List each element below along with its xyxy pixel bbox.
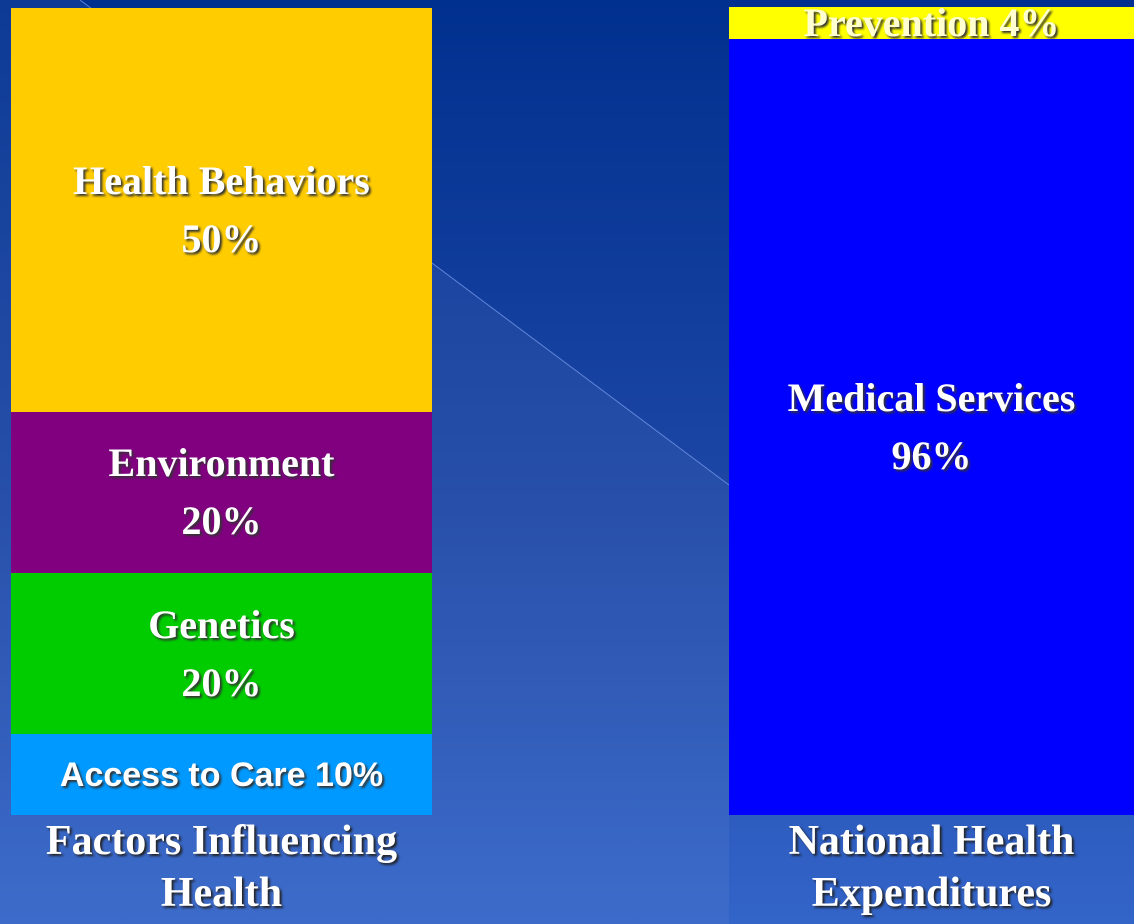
segment-label: Access to Care 10% [60,746,383,804]
segment-label: Health Behaviors 50% [73,152,370,268]
segment-value: 50% [181,215,262,261]
segment-name: Environment [108,440,335,486]
segment-name: Prevention [803,7,990,40]
segment-name: Health Behaviors [73,157,370,203]
stacked-bar: Medical Services 96% Prevention 4% [729,0,1134,924]
segment-label: Genetics 20% [148,596,295,712]
segment-name: Medical Services [787,375,1076,421]
segment-label: Prevention 4% [804,7,1060,39]
bar-segment: Health Behaviors 50% [11,8,432,412]
bar-title: Factors Influencing Health [45,818,398,916]
bar-segment: Environment 20% [11,411,432,573]
bar-segment: Medical Services 96% [729,39,1134,815]
bar-segment: Access to Care 10% [11,734,432,815]
bar-segment: Prevention 4% [729,7,1134,40]
segment-name: Access to Care [59,755,306,794]
bar-segment: Genetics 20% [11,572,432,735]
segment-value: 96% [891,433,972,479]
stacked-bar: Access to Care 10% Genetics 20% Environment… [11,0,432,924]
segment-value: 10% [315,755,384,794]
segment-label: Medical Services 96% [788,369,1076,485]
segment-value: 4% [999,7,1060,40]
segment-value: 20% [181,659,262,705]
bar-title: National Health Expenditures [788,818,1075,916]
segment-value: 20% [181,498,262,544]
segment-name: Genetics [148,601,295,647]
segment-label: Environment 20% [109,434,335,550]
